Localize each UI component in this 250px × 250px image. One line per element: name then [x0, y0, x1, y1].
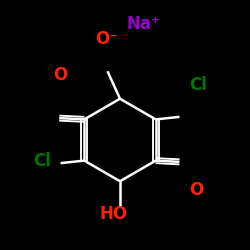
Text: O: O — [53, 66, 67, 84]
Text: Cl: Cl — [189, 76, 206, 94]
Text: Cl: Cl — [34, 152, 51, 170]
Text: O⁻: O⁻ — [95, 30, 118, 48]
Text: O: O — [189, 181, 203, 199]
Text: HO: HO — [100, 205, 128, 223]
Text: Na⁺: Na⁺ — [127, 15, 160, 33]
